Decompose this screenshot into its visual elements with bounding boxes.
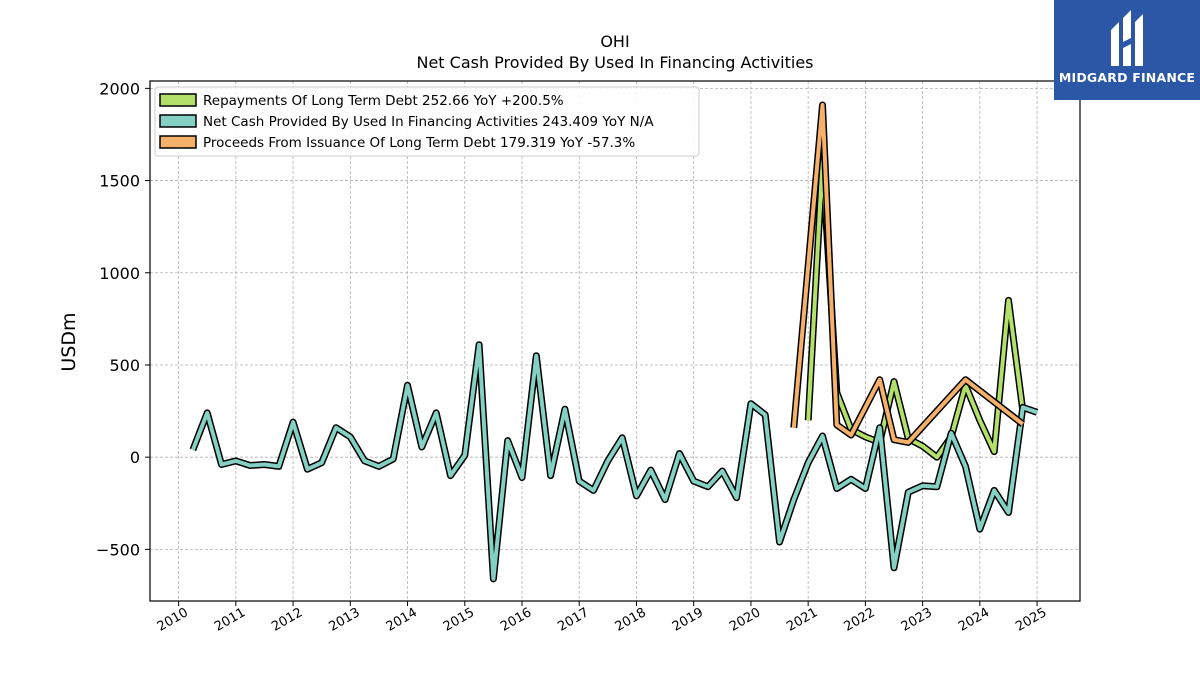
x-tick-label: 2025 (1013, 605, 1049, 635)
series-layer (189, 101, 1039, 583)
x-tick-label: 2024 (956, 605, 992, 635)
x-tick-label: 2018 (613, 605, 649, 635)
legend-swatch (159, 114, 197, 128)
legend-label: Repayments Of Long Term Debt 252.66 YoY … (203, 93, 564, 109)
y-tick-label: 1000 (99, 264, 140, 283)
x-axis: 2010 2011 2012 2013 2014 2015 2016 2017 2018 2019… (155, 601, 1049, 635)
x-tick-label: 2011 (212, 605, 248, 635)
x-tick-label: 2016 (498, 605, 534, 635)
x-tick-label: 2014 (384, 605, 420, 635)
legend-swatch (159, 93, 197, 107)
logo: MIDGARD FINANCE (1054, 0, 1200, 100)
plot-frame (149, 80, 1081, 602)
y-tick-label: 500 (109, 356, 140, 375)
legend: Repayments Of Long Term Debt 252.66 YoY … (154, 86, 700, 157)
x-tick-label: 2013 (326, 605, 362, 635)
logo-text: MIDGARD FINANCE (1058, 70, 1196, 85)
y-tick-label: −500 (96, 540, 140, 559)
grid-lines (150, 81, 1080, 601)
series-outline-0 (804, 158, 1027, 461)
legend-box (154, 86, 700, 157)
legend-label: Proceeds From Issuance Of Long Term Debt… (203, 135, 635, 151)
x-tick-label: 2023 (899, 605, 935, 635)
legend-swatch (159, 135, 197, 149)
chart-subtitle: Net Cash Provided By Used In Financing A… (416, 53, 813, 72)
x-tick-label: 2020 (727, 605, 763, 635)
chart-title: OHI (600, 32, 629, 51)
series-line-0 (806, 160, 1025, 460)
legend-label: Net Cash Provided By Used In Financing A… (203, 114, 654, 130)
x-tick-label: 2022 (842, 605, 878, 635)
series-line-1 (191, 342, 1038, 581)
series-line-2 (791, 103, 1025, 445)
y-axis-label: USDm (58, 312, 80, 371)
x-tick-label: 2021 (784, 605, 820, 635)
x-tick-label: 2019 (670, 605, 706, 635)
x-tick-label: 2012 (269, 605, 305, 635)
y-tick-label: 0 (130, 448, 140, 467)
y-tick-label: 2000 (99, 79, 140, 98)
x-tick-label: 2015 (441, 605, 477, 635)
y-tick-label: 1500 (99, 172, 140, 191)
x-tick-label: 2017 (555, 605, 591, 635)
y-axis: −500 0 500 1000 1500 2000 (96, 79, 150, 559)
logo-mark-icon (1111, 10, 1143, 66)
x-tick-label: 2010 (155, 605, 191, 635)
